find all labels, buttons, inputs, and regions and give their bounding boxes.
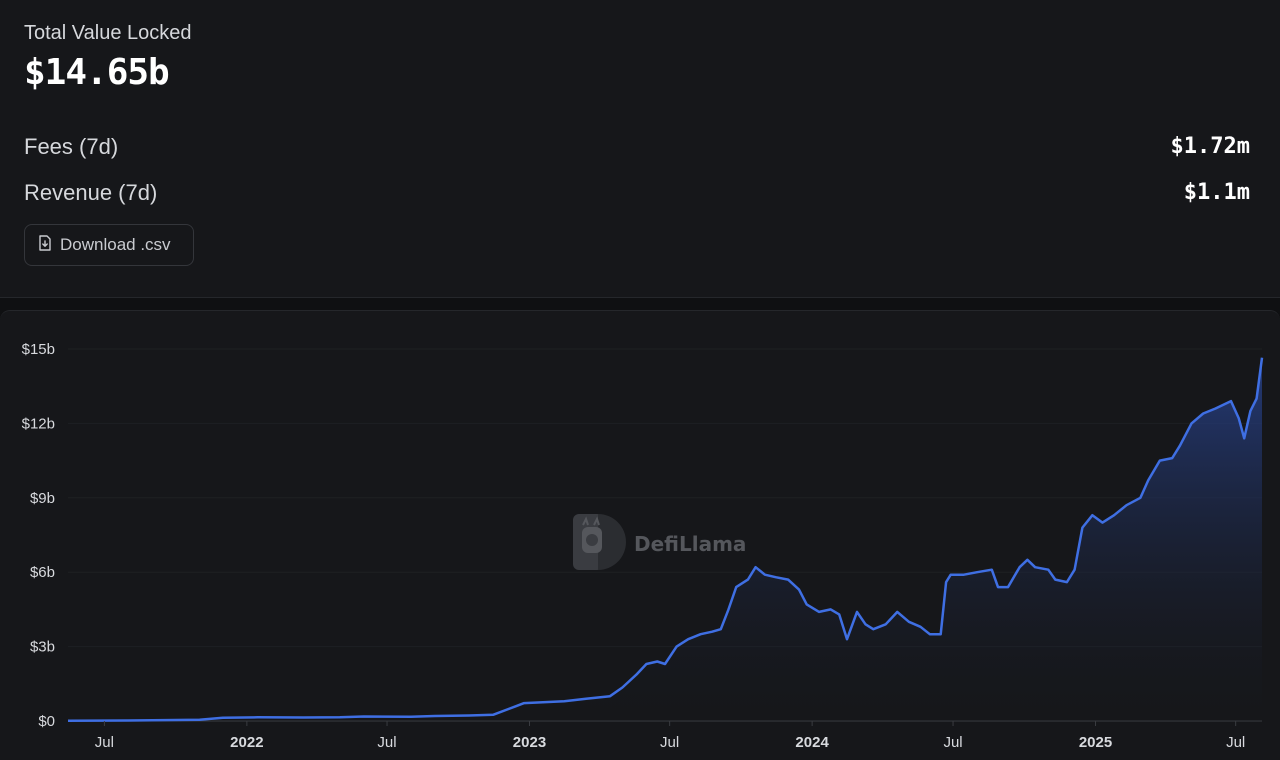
x-axis: Jul 2022 Jul 2023 Jul 2024 Jul 2025 Jul — [95, 721, 1245, 751]
watermark-text: DefiLlama — [634, 532, 746, 556]
stats-panel: Total Value Locked $14.65b Fees (7d) $1.… — [0, 0, 1280, 297]
y-tick-label: $6b — [30, 564, 55, 581]
tvl-chart[interactable]: DefiLlama $0$3b$6b$9b$12b$15b Jul 2022 Jul… — [0, 311, 1280, 760]
y-tick-label: $15b — [22, 341, 55, 358]
download-csv-button[interactable]: Download .csv — [24, 224, 194, 266]
file-download-icon — [38, 234, 52, 256]
x-tick-label: 2023 — [513, 734, 546, 751]
y-tick-label: $0 — [38, 713, 55, 730]
llama-logo-icon — [573, 514, 626, 570]
x-tick-label: Jul — [1226, 734, 1245, 751]
fees-label: Fees (7d) — [24, 134, 119, 159]
x-tick-label: 2024 — [795, 734, 829, 751]
y-axis: $0 $3b $6b $9b $12b $15b — [22, 341, 55, 730]
x-tick-label: Jul — [943, 734, 962, 751]
tvl-line — [67, 357, 1264, 723]
tvl-area — [68, 357, 1262, 721]
tvl-value: $14.65b — [24, 52, 170, 93]
x-tick-label: Jul — [95, 734, 114, 751]
tvl-label: Total Value Locked — [24, 22, 192, 44]
x-tick-label: Jul — [660, 734, 679, 751]
chart-panel: DefiLlama $0 $3b $6b $9b $12b $15b Jul 2022 Jul… — [0, 310, 1280, 760]
defillama-watermark: DefiLlama — [573, 514, 746, 570]
revenue-row: Revenue (7d) $1.1m — [24, 180, 1250, 210]
download-csv-label: Download .csv — [60, 235, 171, 254]
y-tick-label: $12b — [22, 415, 55, 432]
x-tick-label: 2022 — [230, 734, 263, 751]
fees-row: Fees (7d) $1.72m — [24, 134, 1250, 164]
x-tick-label: 2025 — [1079, 734, 1112, 751]
y-tick-label: $9b — [30, 490, 55, 507]
x-tick-label: Jul — [377, 734, 396, 751]
y-tick-label: $3b — [30, 639, 55, 656]
section-divider — [0, 297, 1280, 298]
fees-value: $1.72m — [1170, 134, 1250, 159]
revenue-label: Revenue (7d) — [24, 180, 158, 205]
revenue-value: $1.1m — [1183, 180, 1250, 205]
